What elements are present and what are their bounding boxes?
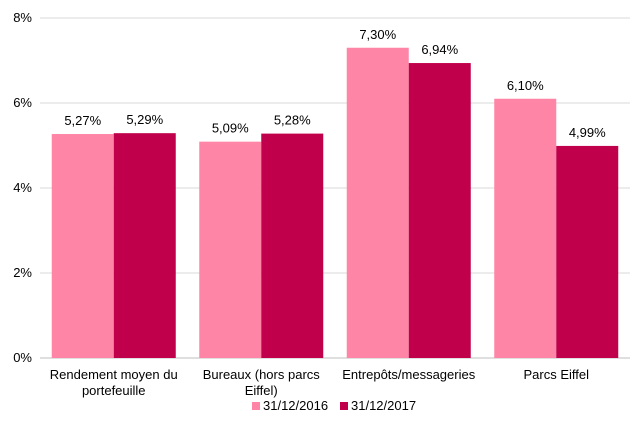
data-labels: 5,27% 5,29% 5,09% 5,28% 7,30% 6,94% 6,10% 4,99% xyxy=(64,27,606,140)
category-label: Parcs Eiffel xyxy=(523,367,589,382)
y-axis-ticks: 0% 2% 4% 6% 8% xyxy=(13,10,32,365)
data-label: 5,09% xyxy=(212,121,249,136)
bar-series-2 xyxy=(408,63,471,359)
legend-swatch xyxy=(252,402,260,410)
y-tick-label: 0% xyxy=(13,350,32,365)
data-label: 6,94% xyxy=(421,42,458,57)
data-label: 5,28% xyxy=(274,113,311,128)
bar-series-2 xyxy=(556,145,619,358)
category-label: Rendement moyen du xyxy=(50,367,178,382)
bars xyxy=(51,47,619,359)
category-label: Entrepôts/messageries xyxy=(342,367,475,382)
data-label: 5,27% xyxy=(64,113,101,128)
legend-label: 31/12/2016 xyxy=(263,398,328,413)
data-label: 5,29% xyxy=(126,112,163,127)
bar-series-1 xyxy=(51,134,114,358)
y-tick-label: 8% xyxy=(13,10,32,25)
legend-swatch xyxy=(340,402,348,410)
legend: 31/12/2016 31/12/2017 xyxy=(252,398,416,413)
data-label: 6,10% xyxy=(507,78,544,93)
category-label: Bureaux (hors parcs xyxy=(203,367,321,382)
legend-label: 31/12/2017 xyxy=(351,398,416,413)
data-label: 4,99% xyxy=(569,125,606,140)
bar-series-1 xyxy=(494,98,557,358)
y-tick-label: 2% xyxy=(13,265,32,280)
category-label: Eiffel) xyxy=(245,383,278,398)
bar-series-2 xyxy=(113,133,176,358)
category-label: portefeuille xyxy=(82,383,146,398)
y-tick-label: 4% xyxy=(13,180,32,195)
data-label: 7,30% xyxy=(359,27,396,42)
bar-series-1 xyxy=(346,47,409,358)
bar-series-1 xyxy=(199,141,262,358)
bar-series-2 xyxy=(261,133,324,358)
y-tick-label: 6% xyxy=(13,95,32,110)
